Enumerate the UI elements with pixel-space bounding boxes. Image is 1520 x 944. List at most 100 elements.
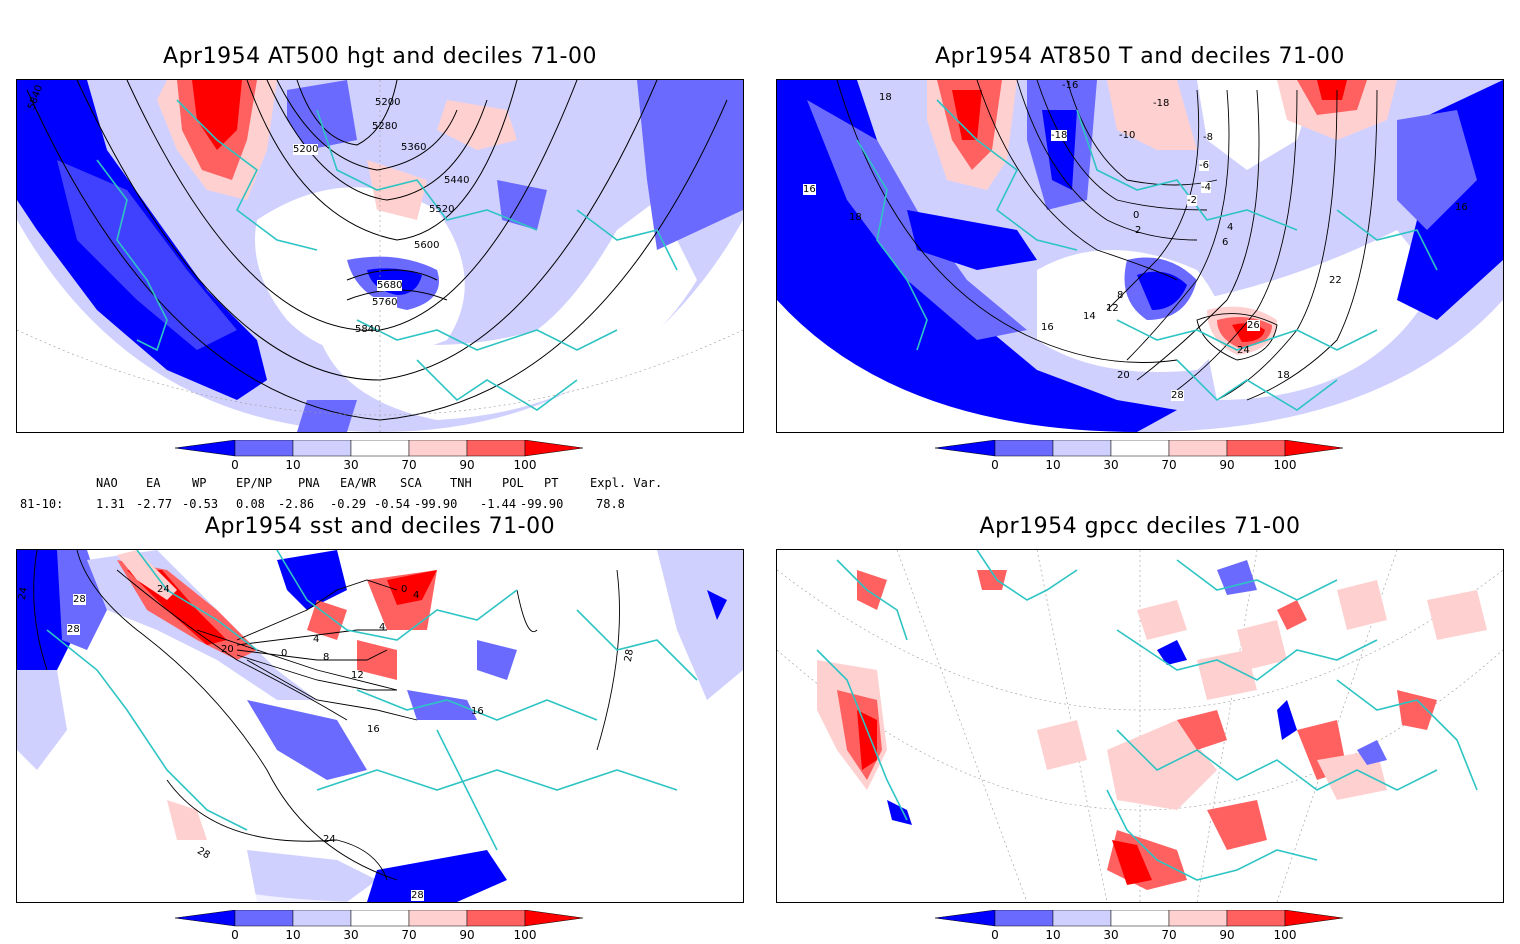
contour-label: 5840 bbox=[355, 324, 381, 335]
colorbar-label: 10 bbox=[285, 458, 301, 472]
colorbar-label: 70 bbox=[1161, 928, 1177, 942]
contour-label: 16 bbox=[367, 724, 380, 735]
index-value: -2.86 bbox=[278, 497, 315, 511]
panel1-colorbar: 0 10 30 70 90 100 bbox=[175, 440, 585, 474]
colorbar-label: 0 bbox=[231, 458, 239, 472]
index-value: -0.53 bbox=[182, 497, 219, 511]
index-header: TNH bbox=[450, 476, 472, 490]
contour-label: 6 bbox=[1222, 237, 1229, 248]
contour-label: -8 bbox=[1203, 132, 1213, 143]
index-value: -99.90 bbox=[414, 497, 458, 511]
index-header: WP bbox=[192, 476, 207, 490]
contour-label: 0 bbox=[401, 584, 408, 595]
index-header: PNA bbox=[298, 476, 320, 490]
colorbar-label: 90 bbox=[459, 458, 475, 472]
index-row-label: 81-10: bbox=[20, 497, 64, 511]
panel3-colorbar: 0 10 30 70 90 100 bbox=[175, 910, 585, 944]
contour-label: 28 bbox=[622, 648, 636, 663]
contour-label: 12 bbox=[351, 670, 364, 681]
contour-label: 5360 bbox=[401, 142, 427, 153]
contour-label: 12 bbox=[1106, 303, 1119, 314]
contour-label: -4 bbox=[1201, 182, 1211, 193]
index-value: -2.77 bbox=[136, 497, 173, 511]
contour-label: 5200 bbox=[293, 144, 319, 155]
contour-label: -6 bbox=[1199, 160, 1209, 171]
panel1-title: Apr1954 AT500 hgt and deciles 71-00 bbox=[163, 44, 597, 69]
colorbar-label: 30 bbox=[1103, 458, 1119, 472]
contour-label: 14 bbox=[1083, 311, 1096, 322]
contour-label: 28 bbox=[411, 890, 424, 901]
contour-label: 24 bbox=[16, 586, 30, 601]
contour-label: 4 bbox=[313, 634, 320, 645]
contour-label: 16 bbox=[1041, 322, 1054, 333]
index-header: EA bbox=[146, 476, 161, 490]
contour-label: 8 bbox=[323, 652, 330, 663]
contour-label: -10 bbox=[1119, 130, 1136, 141]
panel1-map: 5840 5200 5280 5200 5360 5440 5520 5600 … bbox=[16, 79, 744, 433]
panel3-map: 24 28 28 24 20 0 4 8 12 16 0 4 4 16 24 2… bbox=[16, 549, 744, 903]
panel4-colorbar: 0 10 30 70 90 100 bbox=[935, 910, 1345, 944]
contour-label: 5520 bbox=[429, 204, 455, 215]
panel3-title: Apr1954 sst and deciles 71-00 bbox=[204, 514, 556, 539]
panel2-map: 18 16 18 -16 -18 -10 -18 -8 -6 -4 -2 0 2… bbox=[776, 79, 1504, 433]
colorbar-label: 0 bbox=[991, 928, 999, 942]
index-header: PT bbox=[544, 476, 559, 490]
index-header: EP/NP bbox=[236, 476, 273, 490]
index-value: 1.31 bbox=[96, 497, 125, 511]
contour-label: 28 bbox=[1171, 390, 1184, 401]
contour-label: 5680 bbox=[377, 280, 403, 291]
colorbar-label: 30 bbox=[343, 928, 359, 942]
colorbar-label: 0 bbox=[991, 458, 999, 472]
contour-label: -18 bbox=[1153, 98, 1170, 109]
index-header: NAO bbox=[96, 476, 118, 490]
colorbar-label: 90 bbox=[1219, 458, 1235, 472]
index-value: -1.44 bbox=[480, 497, 517, 511]
contour-label: 24 bbox=[323, 834, 336, 845]
index-value: 78.8 bbox=[596, 497, 625, 511]
index-value: -99.90 bbox=[520, 497, 564, 511]
contour-label: 5280 bbox=[372, 121, 398, 132]
contour-label: 2 bbox=[1135, 225, 1142, 236]
panel4-title: Apr1954 gpcc deciles 71-00 bbox=[979, 514, 1301, 539]
contour-label: 0 bbox=[281, 648, 288, 659]
contour-label: 28 bbox=[67, 624, 80, 635]
colorbar-label: 100 bbox=[1273, 928, 1297, 942]
contour-label: 24 bbox=[1237, 345, 1250, 356]
contour-label: 20 bbox=[1117, 370, 1130, 381]
contour-label: -16 bbox=[1062, 80, 1079, 91]
index-header: POL bbox=[502, 476, 524, 490]
panel2-colorbar: 0 10 30 70 90 100 bbox=[935, 440, 1345, 474]
contour-label: 16 bbox=[803, 184, 816, 195]
panel2-title: Apr1954 AT850 T and deciles 71-00 bbox=[935, 44, 1345, 69]
contour-label: 4 bbox=[1227, 222, 1234, 233]
contour-label: 0 bbox=[1133, 210, 1140, 221]
colorbar-label: 0 bbox=[231, 928, 239, 942]
contour-label: 5600 bbox=[414, 240, 440, 251]
contour-label: 28 bbox=[73, 594, 86, 605]
contour-label: -2 bbox=[1187, 195, 1197, 206]
index-value: -0.54 bbox=[374, 497, 411, 511]
colorbar-label: 10 bbox=[285, 928, 301, 942]
index-value: 0.08 bbox=[236, 497, 265, 511]
contour-label: 18 bbox=[849, 212, 862, 223]
contour-label: 22 bbox=[1329, 275, 1342, 286]
contour-label: 20 bbox=[221, 644, 234, 655]
contour-label: 5760 bbox=[372, 297, 398, 308]
contour-label: 4 bbox=[413, 590, 420, 601]
contour-label: 5200 bbox=[375, 97, 401, 108]
contour-label: 18 bbox=[1277, 370, 1290, 381]
contour-label: 24 bbox=[157, 584, 170, 595]
index-header: EA/WR bbox=[340, 476, 377, 490]
colorbar-label: 70 bbox=[401, 928, 417, 942]
colorbar-label: 100 bbox=[513, 928, 537, 942]
panel4-map bbox=[776, 549, 1504, 903]
colorbar-label: 30 bbox=[343, 458, 359, 472]
contour-label: 26 bbox=[1247, 320, 1260, 331]
colorbar-label: 100 bbox=[1273, 458, 1297, 472]
contour-label: 16 bbox=[471, 706, 484, 717]
colorbar-label: 70 bbox=[1161, 458, 1177, 472]
colorbar-label: 10 bbox=[1045, 458, 1061, 472]
index-value: -0.29 bbox=[330, 497, 367, 511]
contour-label: 8 bbox=[1117, 290, 1124, 301]
contour-label: 16 bbox=[1455, 202, 1468, 213]
